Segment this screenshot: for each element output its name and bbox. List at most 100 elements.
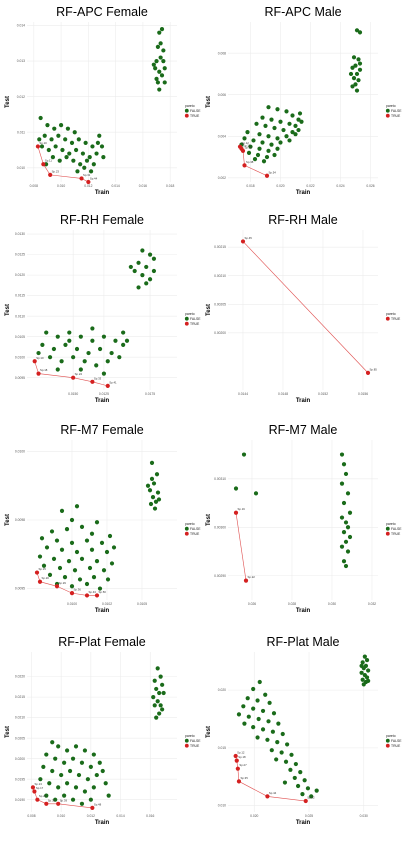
legend-entry-false: FALSE	[190, 527, 201, 531]
point-false	[39, 536, 45, 541]
point-false	[67, 768, 73, 774]
pareto-point-label: Sp.41	[109, 380, 117, 384]
point-false	[74, 346, 80, 352]
legend-entry-false: FALSE	[190, 739, 201, 743]
point-false	[56, 133, 61, 138]
point-false	[257, 679, 262, 685]
point-false	[341, 559, 347, 564]
point-false	[288, 767, 293, 772]
point-false	[356, 78, 361, 83]
x-axis-label: Train	[296, 820, 311, 826]
point-false	[162, 80, 167, 85]
pareto-point-label: Sp.11	[45, 159, 53, 163]
point-false	[343, 563, 349, 569]
legend-entry-true: TRUE	[391, 744, 401, 748]
legend-key-false	[385, 526, 390, 531]
point-false	[94, 772, 99, 778]
pareto-point-label: Sp.24	[75, 372, 83, 376]
pareto-point-label: Sp.30	[48, 798, 56, 802]
legend-title: pareto	[386, 312, 396, 316]
y-tick-label: 0.010	[218, 804, 226, 808]
point-true	[48, 172, 53, 177]
point-false	[359, 663, 364, 668]
pareto-point-label: Sp.12	[237, 750, 245, 754]
pareto-point-label: Sp.18	[40, 368, 48, 372]
point-false	[290, 113, 295, 118]
point-false	[62, 760, 67, 765]
point-false	[95, 140, 101, 145]
point-true	[35, 144, 41, 149]
point-false	[38, 777, 43, 782]
point-false	[347, 534, 353, 540]
point-false	[150, 495, 156, 500]
point-false	[147, 277, 153, 282]
point-false	[263, 123, 268, 128]
point-false	[47, 355, 53, 360]
x-tick-label: 0.012	[87, 814, 95, 818]
panel-3: RF-RH Female 0.0150 0.0125 0.0175 0.0095 0.01…	[5, 213, 201, 404]
point-false	[53, 144, 58, 149]
pareto-point-label: Sp.48	[94, 802, 102, 806]
point-false	[49, 137, 54, 142]
point-false	[58, 123, 64, 128]
point-false	[362, 654, 367, 659]
x-tick-label: 0.0102	[102, 602, 112, 606]
point-false	[109, 561, 115, 566]
y-tick-label: 0.015	[218, 746, 226, 750]
point-false	[151, 62, 156, 67]
panel-1: RF-APC Female 0.008 0.010 0.012 0.014 0.016 0.…	[5, 5, 201, 196]
point-false	[151, 695, 156, 700]
point-false	[260, 708, 266, 714]
point-false	[54, 538, 60, 543]
point-false	[159, 27, 165, 32]
point-false	[357, 30, 363, 35]
point-false	[103, 781, 108, 786]
panel-2: RF-APC Male 0.018 0.020 0.022 0.024 0.026 0.00…	[206, 5, 402, 196]
x-axis-label: Train	[95, 608, 110, 614]
point-false	[360, 677, 365, 682]
point-false	[87, 155, 92, 160]
point-false	[73, 147, 79, 153]
point-false	[275, 740, 280, 745]
point-false	[128, 264, 133, 270]
point-false	[160, 707, 165, 712]
y-tick-label: 0.012	[17, 95, 25, 99]
point-false	[354, 71, 360, 77]
point-false	[343, 520, 349, 525]
point-false	[90, 144, 95, 149]
point-false	[147, 488, 153, 493]
legend-key-false	[184, 316, 189, 321]
y-tick-label: 0.0215	[15, 695, 25, 699]
point-false	[50, 155, 56, 160]
point-false	[353, 82, 358, 87]
point-false	[62, 575, 68, 580]
point-false	[266, 719, 271, 724]
point-false	[148, 501, 154, 507]
pareto-point-label: Sp.33	[94, 376, 102, 380]
pareto-point-label: Sp.20	[42, 576, 50, 580]
pareto-point-label: Sp.10	[39, 141, 47, 145]
y-tick-label: 0.0205	[15, 736, 25, 740]
point-true	[240, 148, 246, 153]
point-false	[44, 793, 49, 798]
point-false	[78, 334, 83, 339]
point-false	[151, 481, 157, 486]
y-tick-label: 0.006	[218, 93, 226, 97]
point-false	[83, 140, 88, 145]
point-false	[90, 338, 95, 343]
point-false	[359, 670, 364, 675]
point-false	[89, 547, 95, 552]
point-false	[290, 130, 295, 135]
point-false	[155, 490, 161, 495]
point-true	[90, 379, 95, 384]
y-tick-label: 0.00310	[214, 477, 226, 481]
pareto-point-label: Sp.44	[269, 791, 277, 795]
pareto-point-label: Sp.31	[83, 173, 91, 177]
point-false	[260, 115, 265, 120]
point-false	[345, 525, 351, 530]
point-false	[97, 133, 102, 138]
point-false	[67, 330, 72, 335]
point-true	[56, 801, 61, 806]
point-false	[353, 63, 358, 68]
point-false	[154, 76, 159, 81]
